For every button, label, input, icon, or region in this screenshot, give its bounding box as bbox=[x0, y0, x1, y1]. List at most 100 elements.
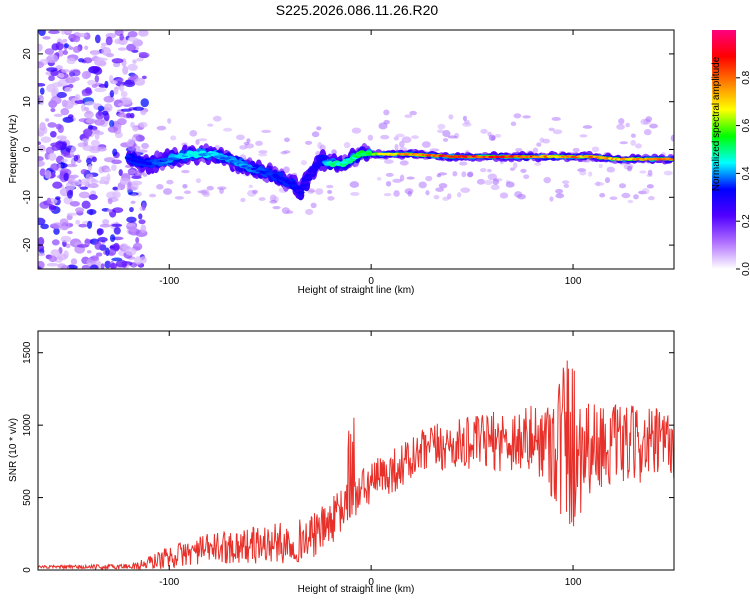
spectrogram-cell bbox=[149, 193, 157, 198]
spectrogram-cell bbox=[376, 177, 382, 181]
spectrogram-cell bbox=[115, 260, 128, 268]
spectrogram-cell bbox=[151, 161, 159, 165]
spectrogram-cell bbox=[385, 172, 394, 177]
y-tick: 0 bbox=[22, 567, 674, 573]
spectrogram-cell bbox=[551, 116, 561, 121]
spectrogram-cell bbox=[66, 190, 73, 199]
spectrogram-cell bbox=[367, 134, 374, 141]
spectrogram-cell bbox=[635, 143, 642, 149]
spectrogram-cell bbox=[86, 208, 97, 215]
spectrogram-cell bbox=[66, 212, 78, 216]
spectrogram-cell bbox=[310, 202, 317, 209]
spectrogram-cell bbox=[88, 194, 98, 201]
spectrogram-cell bbox=[476, 178, 485, 185]
spectrogram-cell bbox=[113, 86, 119, 95]
spectrogram-cell bbox=[435, 187, 445, 192]
spectrogram-cell bbox=[73, 155, 79, 162]
y-tick-label: 1500 bbox=[22, 341, 33, 364]
y-tick: -20 bbox=[22, 237, 674, 252]
spectrogram-cell bbox=[223, 127, 233, 132]
y-tick-label: 20 bbox=[22, 48, 33, 60]
spectrogram-cell bbox=[106, 173, 111, 183]
spectrogram-cell bbox=[442, 138, 449, 142]
spectrogram-cell bbox=[61, 151, 70, 156]
spectrogram-cell bbox=[112, 186, 118, 191]
spectrogram-cell bbox=[48, 30, 60, 35]
spectrogram-cell bbox=[85, 70, 92, 78]
spectrogram-cell bbox=[61, 69, 70, 73]
spectrogram-cell bbox=[48, 74, 55, 82]
spectrogram-cell bbox=[75, 219, 81, 225]
spectrogram-cell bbox=[38, 141, 42, 145]
spectrogram-cell bbox=[129, 186, 137, 191]
y-tick-label: -20 bbox=[22, 237, 33, 252]
spectrogram-cell bbox=[82, 92, 87, 97]
spectrogram-cell bbox=[618, 183, 627, 189]
snr-series-line bbox=[38, 360, 674, 570]
spectrogram-cell bbox=[128, 224, 137, 233]
spectrogram-cell bbox=[246, 138, 251, 144]
spectrogram-cell bbox=[156, 125, 167, 131]
chart-title: S225.2026.086.11.26.R20 bbox=[276, 2, 439, 18]
spectrogram-cell bbox=[95, 252, 103, 257]
spectrogram-cell bbox=[135, 237, 140, 244]
spectrogram-cell bbox=[64, 43, 69, 49]
spectrogram-cell bbox=[38, 83, 46, 87]
spectrogram-cell bbox=[272, 206, 281, 210]
svg-text:0.6: 0.6 bbox=[741, 118, 750, 132]
spectrogram-x-label: Height of straight line (km) bbox=[298, 285, 415, 296]
spectrogram-cell bbox=[510, 121, 517, 127]
spectrogram-cell bbox=[91, 84, 98, 89]
spectrogram-cell bbox=[258, 153, 268, 157]
colorbar-tick: 0.8 bbox=[736, 70, 750, 85]
spectrogram-cell bbox=[111, 164, 117, 171]
spectrogram-cell bbox=[627, 199, 634, 204]
spectrogram-cell bbox=[283, 166, 290, 174]
spectrogram-cell bbox=[447, 193, 452, 200]
spectrogram-cell bbox=[140, 109, 147, 116]
spectrogram-cell bbox=[217, 155, 225, 158]
spectrogram-cell bbox=[255, 140, 263, 146]
spectrogram-cell bbox=[198, 138, 208, 142]
spectrogram-cells bbox=[38, 30, 674, 269]
spectrogram-cell bbox=[91, 156, 97, 163]
spectrogram-cell bbox=[46, 197, 52, 205]
spectrogram-cell bbox=[56, 91, 67, 98]
svg-text:0.2: 0.2 bbox=[741, 214, 750, 228]
spectrogram-cell bbox=[523, 174, 530, 180]
spectrogram-cell bbox=[38, 160, 45, 167]
spectrogram-cell bbox=[84, 238, 91, 247]
spectrogram-cell bbox=[117, 47, 127, 51]
x-tick-label: -100 bbox=[159, 577, 179, 588]
spectrogram-cell bbox=[79, 181, 88, 185]
x-tick: 0 bbox=[368, 331, 374, 588]
spectrogram-cell bbox=[505, 181, 515, 188]
colorbar-label: Normalized spectral amplitude bbox=[711, 56, 722, 191]
spectrogram-cell bbox=[315, 188, 324, 195]
spectrogram-cell bbox=[67, 180, 74, 185]
spectrogram-cell bbox=[627, 165, 633, 172]
spectrogram-cell bbox=[129, 206, 134, 213]
colorbar-tick: 0.6 bbox=[736, 118, 750, 133]
y-tick: 500 bbox=[22, 489, 674, 506]
spectrogram-cell bbox=[393, 136, 400, 141]
x-tick-label: 0 bbox=[368, 276, 374, 287]
spectrogram-cell bbox=[258, 197, 266, 201]
spectrogram-cell bbox=[308, 189, 316, 193]
spectrogram-cell bbox=[92, 67, 103, 75]
spectrogram-cell bbox=[248, 184, 253, 189]
spectrogram-cell bbox=[117, 102, 125, 107]
spectrogram-cell bbox=[38, 266, 43, 269]
spectrogram-cell bbox=[64, 87, 73, 93]
colorbar-ticks: 0.0 0.2 0.4 0.6 0.8 bbox=[736, 70, 750, 276]
spectrogram-cell bbox=[94, 74, 100, 83]
spectrogram-cell bbox=[42, 36, 51, 40]
spectrogram-cell bbox=[349, 181, 360, 188]
spectrogram-cell bbox=[406, 176, 415, 180]
svg-text:0.8: 0.8 bbox=[741, 70, 750, 84]
snr-y-label: SNR (10 * v/v) bbox=[8, 418, 19, 482]
spectrogram-cell bbox=[98, 179, 106, 185]
spectrogram-cell bbox=[51, 82, 64, 88]
spectrogram-cell bbox=[579, 134, 588, 138]
